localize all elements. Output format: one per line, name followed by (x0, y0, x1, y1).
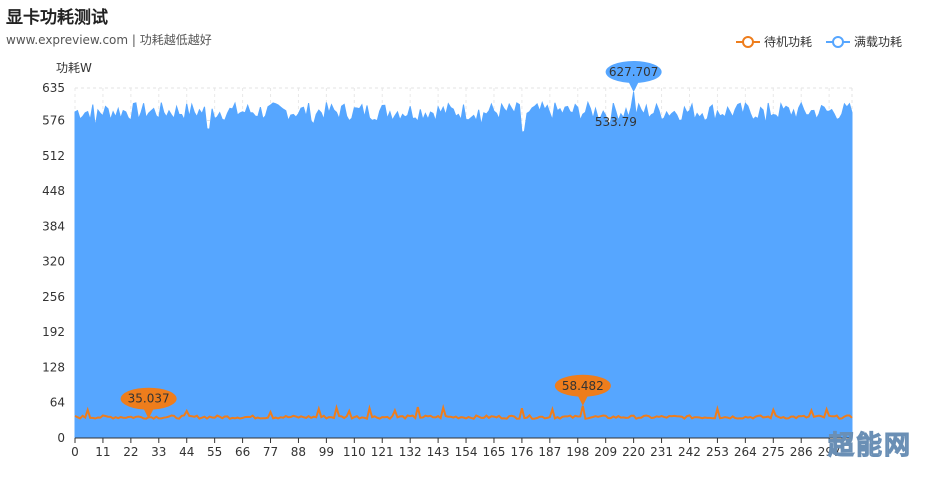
x-tick-label: 88 (291, 445, 306, 459)
x-tick-label: 198 (566, 445, 589, 459)
x-tick-label: 143 (427, 445, 450, 459)
series-layer (74, 91, 853, 439)
idle-series-line (74, 403, 853, 421)
y-tick-label: 635 (42, 81, 65, 95)
y-tick-label: 128 (42, 360, 65, 374)
axis-layer: 0 64 128 192 256 320 384 448 512 576 635 0 11 22 33 44 5… (42, 81, 852, 459)
x-tick-label: 110 (343, 445, 366, 459)
y-tick-label: 448 (42, 184, 65, 198)
x-tick-label: 99 (319, 445, 334, 459)
legend-idle-label: 待机功耗 (763, 35, 812, 49)
x-tick-label: 242 (678, 445, 701, 459)
x-tick-label: 0 (71, 445, 79, 459)
load-min-label: 533.79 (595, 115, 637, 129)
x-tick-label: 165 (483, 445, 506, 459)
legend-item-idle[interactable]: 待机功耗 (735, 33, 812, 50)
idle-min-pin: 35.037 (120, 387, 177, 419)
idle-min-pin-pointer (142, 406, 155, 419)
idle-max-pin-label: 58.482 (562, 379, 604, 393)
x-tick-label: 231 (650, 445, 673, 459)
y-axis-label: 功耗W (56, 61, 92, 75)
idle-min-pin-label: 35.037 (128, 392, 170, 406)
idle-max-pin: 58.482 (554, 374, 611, 406)
x-tick-label: 11 (95, 445, 110, 459)
x-tick-label: 264 (734, 445, 757, 459)
load-max-pin-balloon (605, 61, 662, 84)
x-tick-label: 187 (538, 445, 561, 459)
y-tick-label: 320 (42, 255, 65, 269)
x-tick-label: 209 (594, 445, 617, 459)
x-tick-label: 44 (179, 445, 194, 459)
y-tick-label: 384 (42, 219, 65, 233)
idle-max-pin-balloon (554, 374, 611, 397)
x-tick-label: 33 (151, 445, 166, 459)
x-tick-label: 121 (371, 445, 394, 459)
x-tick-label: 66 (235, 445, 250, 459)
legend-load-label: 满载功耗 (853, 35, 902, 49)
y-tick-label: 0 (57, 431, 65, 445)
y-tick-label: 576 (42, 114, 65, 128)
load-max-pin-label: 627.707 (609, 65, 659, 79)
legend-load-marker-icon (825, 35, 850, 48)
load-max-pin-pointer (627, 80, 640, 93)
y-tick-label: 512 (42, 149, 65, 163)
x-tick-label: 77 (263, 445, 278, 459)
watermark-logo: 超能网 (827, 431, 912, 462)
x-tick-label: 297 (818, 445, 841, 459)
x-tick-label: 275 (762, 445, 785, 459)
y-tick-label: 256 (42, 290, 65, 304)
x-tick-label: 154 (455, 445, 478, 459)
y-tick-label: 64 (50, 396, 65, 410)
x-tick-label: 22 (123, 445, 138, 459)
chart-title: 显卡功耗测试 (6, 8, 108, 28)
x-tick-label: 220 (622, 445, 645, 459)
label-layer: 35.037 58.482 627.707 533.79 (120, 61, 662, 419)
legend-idle-marker-icon (735, 35, 760, 48)
x-tick-label: 253 (706, 445, 729, 459)
legend-item-load[interactable]: 满载功耗 (825, 33, 902, 50)
chart-subtitle: www.expreview.com | 功耗越低越好 (6, 33, 212, 47)
x-tick-label: 176 (510, 445, 533, 459)
x-tick-label: 132 (399, 445, 422, 459)
legend: 待机功耗 满载功耗 (735, 33, 902, 50)
x-tick-label: 286 (790, 445, 813, 459)
load-series-area (74, 91, 853, 439)
y-tick-label: 192 (42, 325, 65, 339)
load-max-pin: 627.707 (605, 61, 662, 93)
idle-min-pin-balloon (120, 387, 177, 410)
x-tick-label: 55 (207, 445, 222, 459)
idle-max-pin-pointer (576, 393, 589, 406)
